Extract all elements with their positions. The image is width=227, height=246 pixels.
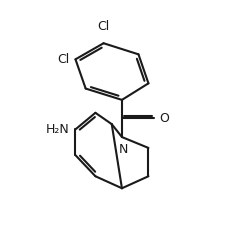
Text: O: O	[159, 112, 168, 125]
Text: Cl: Cl	[97, 20, 109, 33]
Text: N: N	[118, 143, 127, 156]
Text: H₂N: H₂N	[46, 123, 69, 136]
Text: Cl: Cl	[57, 53, 69, 66]
